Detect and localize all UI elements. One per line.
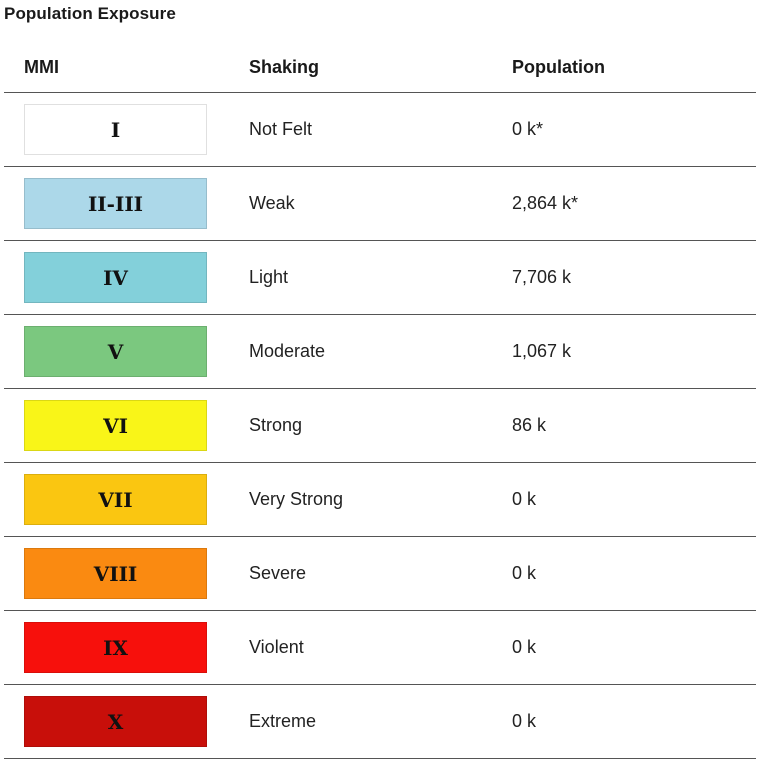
shaking-cell: Strong bbox=[249, 415, 303, 435]
table-header: MMI Shaking Population bbox=[4, 48, 756, 93]
page-title: Population Exposure bbox=[4, 4, 176, 23]
mmi-badge: VI bbox=[24, 400, 207, 451]
population-cell: 1,067 k bbox=[512, 341, 572, 361]
table-row: VII Very Strong 0 k bbox=[4, 463, 756, 537]
shaking-cell: Weak bbox=[249, 193, 295, 213]
mmi-badge: IX bbox=[24, 622, 207, 673]
mmi-badge: V bbox=[24, 326, 207, 377]
population-cell: 0 k bbox=[512, 489, 537, 509]
header-population: Population bbox=[512, 57, 605, 77]
mmi-badge: II-III bbox=[24, 178, 207, 229]
mmi-badge: X bbox=[24, 696, 207, 747]
table-row: II-III Weak 2,864 k* bbox=[4, 167, 756, 241]
mmi-badge: I bbox=[24, 104, 207, 155]
shaking-cell: Not Felt bbox=[249, 119, 313, 139]
shaking-cell: Very Strong bbox=[249, 489, 344, 509]
population-exposure-table: MMI Shaking Population I Not Felt 0 k* I… bbox=[4, 48, 756, 759]
population-cell: 0 k* bbox=[512, 119, 544, 139]
header-shaking: Shaking bbox=[249, 57, 320, 77]
table-row: VIII Severe 0 k bbox=[4, 537, 756, 611]
population-cell: 86 k bbox=[512, 415, 547, 435]
table-row: I Not Felt 0 k* bbox=[4, 93, 756, 167]
mmi-badge: VIII bbox=[24, 548, 207, 599]
population-cell: 0 k bbox=[512, 563, 537, 583]
table-row: IX Violent 0 k bbox=[4, 611, 756, 685]
shaking-cell: Extreme bbox=[249, 711, 317, 731]
population-cell: 2,864 k* bbox=[512, 193, 579, 213]
table-row: VI Strong 86 k bbox=[4, 389, 756, 463]
mmi-badge: VII bbox=[24, 474, 207, 525]
shaking-cell: Severe bbox=[249, 563, 307, 583]
shaking-cell: Violent bbox=[249, 637, 304, 657]
table-row: IV Light 7,706 k bbox=[4, 241, 756, 315]
header-mmi: MMI bbox=[24, 57, 59, 77]
table-row: V Moderate 1,067 k bbox=[4, 315, 756, 389]
mmi-badge: IV bbox=[24, 252, 207, 303]
shaking-cell: Light bbox=[249, 267, 289, 287]
table-row: X Extreme 0 k bbox=[4, 685, 756, 759]
population-cell: 0 k bbox=[512, 637, 537, 657]
population-cell: 0 k bbox=[512, 711, 537, 731]
population-cell: 7,706 k bbox=[512, 267, 572, 287]
shaking-cell: Moderate bbox=[249, 341, 326, 361]
